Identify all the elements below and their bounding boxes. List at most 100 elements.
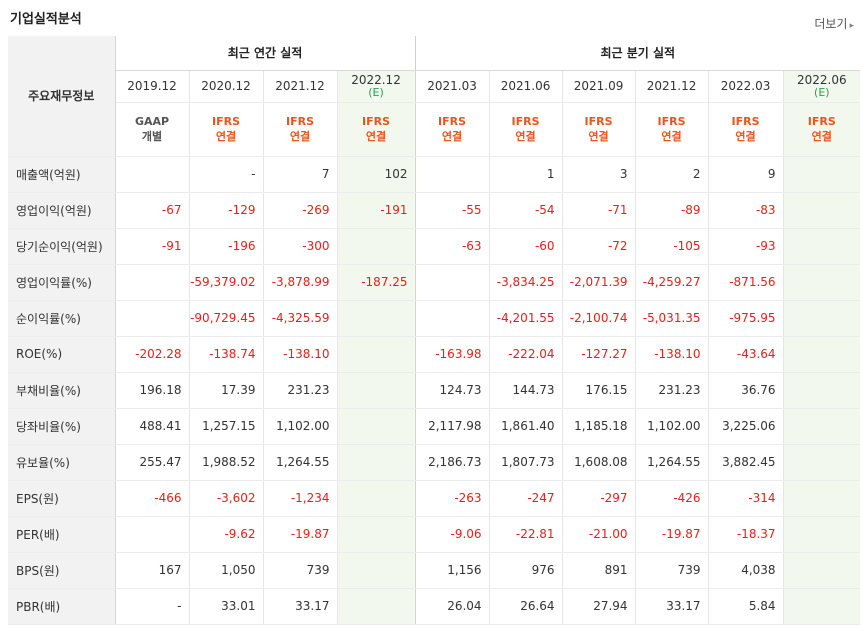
table-cell	[336, 371, 416, 409]
period-header: 2022.06 (E)	[782, 70, 861, 103]
table-cell	[782, 479, 861, 517]
consolidation-type: 연결	[735, 130, 756, 143]
table-cell: 1,264.55	[262, 444, 337, 481]
table-cell: 7	[262, 156, 337, 193]
table-cell: -21.00	[561, 516, 636, 553]
table-cell	[414, 300, 490, 337]
more-link[interactable]: 더보기 ▸	[814, 15, 854, 32]
table-cell	[114, 516, 189, 553]
table-row: ROE(%) -202.28 -138.74 -138.10 -163.98 -222.0…	[8, 336, 861, 373]
section-title: 기업실적분석	[10, 12, 82, 27]
accounting-basis: IFRS	[807, 115, 836, 128]
table-cell	[336, 479, 416, 517]
table-row: PBR(배) -33.01 33.17 26.04 26.64 27.94 33.17 5.8…	[8, 588, 861, 625]
table-row: 부채비율(%) 196.18 17.39 231.23 124.73 144.73 176.…	[8, 371, 861, 409]
table-cell: -297	[561, 479, 636, 517]
consolidation-type: 연결	[215, 130, 237, 143]
period-header: 2021.06	[488, 70, 563, 103]
table-cell: -22.81	[488, 516, 563, 553]
table-cell: -9.06	[414, 516, 490, 553]
quarter-group-header: 최근 분기 실적	[415, 36, 861, 71]
table-cell: 1,264.55	[634, 444, 709, 481]
row-label: 매출액(억원)	[8, 156, 116, 193]
table-cell: 1,257.15	[188, 408, 263, 445]
period-header: 2021.12	[262, 70, 337, 103]
row-label: ROE(%)	[8, 336, 116, 373]
accounting-basis: GAAP	[134, 115, 170, 128]
period-header: 2019.12	[114, 70, 189, 103]
table-cell: -54	[488, 192, 563, 229]
table-cell: -466	[114, 479, 189, 517]
table-cell: 3,225.06	[707, 408, 784, 445]
table-row: 당좌비율(%) 488.41 1,257.15 1,102.00 2,117.98 1,8…	[8, 408, 861, 445]
accounting-basis: IFRS	[362, 115, 391, 128]
accounting-basis: IFRS	[212, 115, 240, 128]
table-cell	[782, 192, 861, 229]
table-cell: 1,988.52	[188, 444, 263, 481]
consolidation-type: 연결	[365, 130, 387, 143]
period-date: 2022.03	[720, 79, 771, 93]
table-cell: 167	[114, 552, 189, 589]
table-cell: -187.25	[336, 263, 416, 301]
table-cell	[782, 588, 861, 625]
accounting-standard: IFRS 연결	[634, 102, 709, 157]
table-cell: -127.27	[561, 336, 636, 373]
table-cell: -105	[634, 228, 709, 265]
table-cell: -163.98	[414, 336, 490, 373]
row-label-header: 주요재무정보	[8, 36, 116, 157]
chevron-right-icon: ▸	[849, 21, 854, 31]
table-cell: -247	[488, 479, 563, 517]
table-cell: 33.01	[188, 588, 263, 625]
accounting-basis: IFRS	[731, 115, 760, 128]
accounting-standard: IFRS 연결	[782, 102, 861, 157]
table-cell: 1,102.00	[634, 408, 709, 445]
period-date: 2022.06	[796, 73, 847, 87]
table-cell: -3,834.25	[488, 263, 563, 301]
table-cell: 176.15	[561, 371, 636, 409]
table-cell: 3,882.45	[707, 444, 784, 481]
table-cell	[336, 228, 416, 265]
financial-table: 주요재무정보 최근 연간 실적 최근 분기 실적 2019.12 2020.12 2…	[8, 36, 861, 625]
table-cell: 1,861.40	[488, 408, 563, 445]
period-header: 2022.12 (E)	[336, 70, 416, 103]
table-cell: -4,259.27	[634, 263, 709, 301]
row-label: PBR(배)	[8, 588, 116, 625]
table-cell: 976	[488, 552, 563, 589]
accounting-standard: IFRS 연결	[414, 102, 490, 157]
table-cell: -426	[634, 479, 709, 517]
table-cell: 144.73	[488, 371, 563, 409]
table-cell: -3,878.99	[262, 263, 337, 301]
table-cell: 739	[634, 552, 709, 589]
accounting-basis: IFRS	[584, 115, 613, 128]
table-cell: 231.23	[634, 371, 709, 409]
table-cell: 9	[707, 156, 784, 193]
table-cell: -202.28	[114, 336, 189, 373]
table-cell: 26.64	[488, 588, 563, 625]
table-cell: -3,602	[188, 479, 263, 517]
table-cell: -71	[561, 192, 636, 229]
table-cell	[336, 552, 416, 589]
table-cell: 124.73	[414, 371, 490, 409]
table-cell: 102	[336, 156, 416, 193]
table-cell: 4,038	[707, 552, 784, 589]
accounting-basis: IFRS	[657, 115, 686, 128]
table-cell	[114, 156, 189, 193]
accounting-standard: IFRS 연결	[262, 102, 337, 157]
accounting-standard: IFRS 연결	[188, 102, 263, 157]
table-cell: -93	[707, 228, 784, 265]
table-cell	[114, 263, 189, 301]
table-cell	[782, 408, 861, 445]
table-cell: 3	[561, 156, 636, 193]
table-cell: -91	[114, 228, 189, 265]
table-cell	[414, 156, 490, 193]
table-cell: -5,031.35	[634, 300, 709, 337]
table-cell: 739	[262, 552, 337, 589]
table-cell: 1,185.18	[561, 408, 636, 445]
period-date: 2021.12	[275, 79, 325, 93]
table-row: BPS(원) 167 1,050 739 1,156 976 891 739 4,038	[8, 552, 861, 589]
consolidation-type: 개별	[141, 130, 163, 143]
period-date: 2019.12	[127, 79, 177, 93]
consolidation-type: 연결	[811, 130, 832, 143]
table-cell: -	[188, 156, 263, 193]
